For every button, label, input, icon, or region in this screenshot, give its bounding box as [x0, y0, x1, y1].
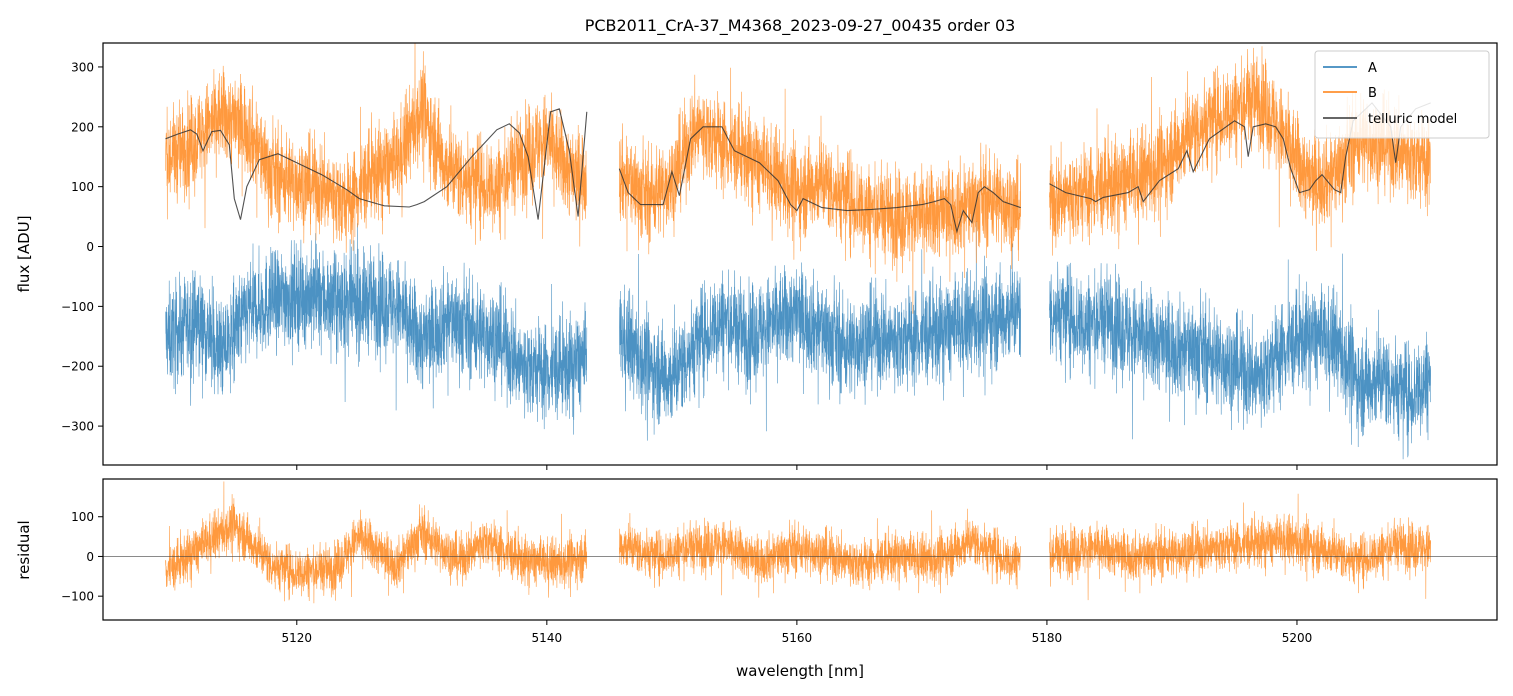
x-axis-label: wavelength [nm] — [736, 662, 864, 680]
x-tick-label-5180: 5180 — [1032, 631, 1063, 645]
flux-y-tick-label--300: −300 — [61, 420, 94, 434]
flux-series-b-segment-2 — [619, 67, 1021, 314]
flux-series-a-segment-2 — [619, 220, 1021, 441]
flux-y-tick-label-300: 300 — [71, 60, 94, 74]
flux-y-tick-label--200: −200 — [61, 360, 94, 374]
flux-series-a — [165, 220, 1431, 460]
chart-title: PCB2011_CrA-37_M4368_2023-09-27_00435 or… — [585, 16, 1016, 36]
residual-plot-area — [165, 481, 1431, 604]
legend: A B telluric model — [1314, 50, 1490, 139]
legend-label-telluric: telluric model — [1368, 112, 1457, 127]
flux-series-b-segment-1 — [165, 43, 588, 253]
residual-series-residual-segment-2 — [619, 508, 1021, 598]
x-tick-label-5140: 5140 — [532, 631, 563, 645]
residual-panel-frame — [102, 478, 1498, 621]
residual-series-residual-segment-3 — [1049, 493, 1431, 601]
flux-y-tick-label-100: 100 — [71, 180, 94, 194]
residual-y-tick-label-0: 0 — [86, 550, 94, 564]
legend-label-b: B — [1368, 86, 1377, 101]
x-tick-label-5160: 5160 — [782, 631, 813, 645]
residual-series-residual — [165, 481, 1431, 604]
residual-y-tick-label--100: −100 — [61, 590, 94, 604]
flux-y-axis-label: flux [ADU] — [15, 215, 33, 292]
legend-label-a: A — [1368, 61, 1377, 76]
flux-y-tick-label-0: 0 — [86, 240, 94, 254]
flux-series-a-segment-3 — [1049, 253, 1431, 460]
residual-series-residual-segment-1 — [165, 481, 588, 604]
flux-panel: −300 −200 −100 0 100 200 300 flux [ADU] — [15, 42, 1498, 470]
residual-axes: 5120 5140 5160 5180 5200 −100 0 100 — [61, 510, 1497, 645]
flux-panel-frame — [102, 42, 1498, 466]
x-tick-label-5200: 5200 — [1282, 631, 1313, 645]
legend-box — [1314, 50, 1490, 139]
residual-y-axis-label: residual — [15, 520, 33, 579]
flux-axes: −300 −200 −100 0 100 200 300 — [61, 60, 1298, 470]
flux-y-tick-label--100: −100 — [61, 300, 94, 314]
residual-panel: 5120 5140 5160 5180 5200 −100 0 100 residual wa… — [15, 478, 1498, 680]
x-tick-label-5120: 5120 — [282, 631, 313, 645]
flux-series-a-segment-1 — [165, 223, 588, 435]
residual-y-tick-label-100: 100 — [71, 510, 94, 524]
flux-y-tick-label-200: 200 — [71, 120, 94, 134]
